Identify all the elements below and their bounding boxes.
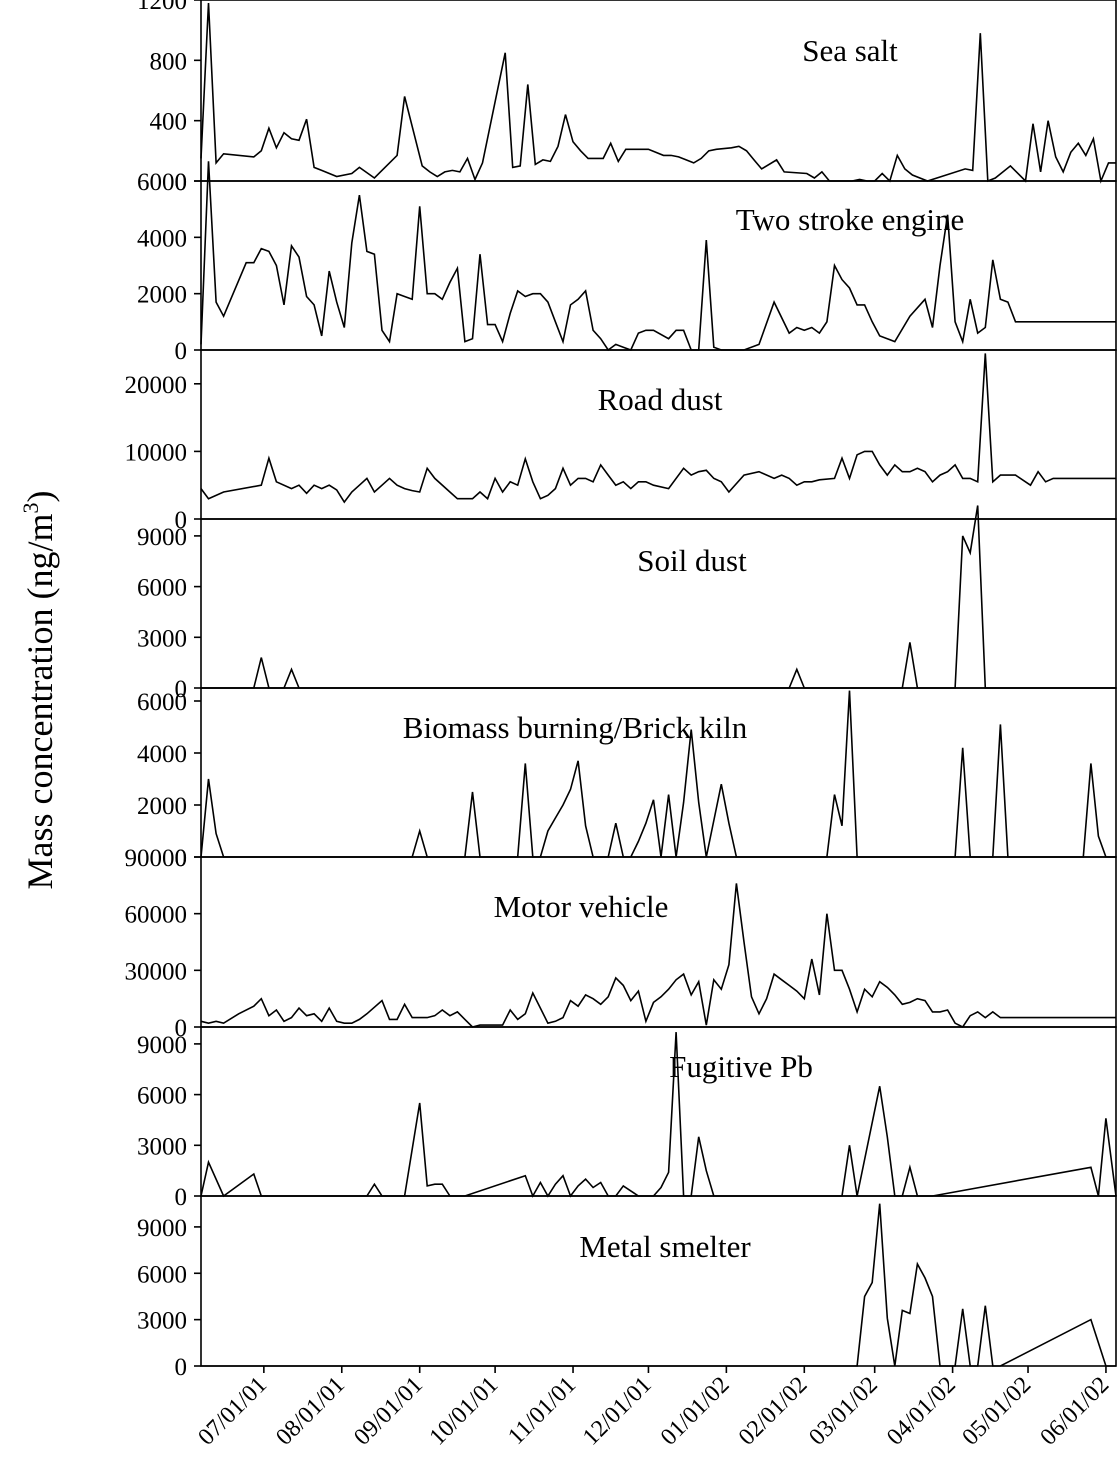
y-tick-label: 3000: [137, 1133, 187, 1160]
y-tick-label: 10000: [125, 439, 188, 466]
series-line-two-stroke-engine: [200, 161, 1116, 352]
series-line-fugitive-pb: [200, 1032, 1117, 1198]
panel-motor-vehicle: 0 30000 60000 90000 Motor vehicle: [125, 845, 1117, 1042]
y-tick-label: 0: [175, 1184, 188, 1211]
y-tick-label: 9000: [137, 1032, 187, 1059]
panel-fugitive-pb: 0 3000 6000 9000 Fugitive Pb: [137, 1026, 1117, 1211]
panel-title-road-dust: Road dust: [598, 382, 723, 417]
y-axis-label-sup: 3: [18, 503, 43, 514]
y-tick-label: 90000: [125, 845, 188, 872]
x-tick-label: 09/01/01: [349, 1372, 428, 1451]
panel-two-stroke-engine: 0 2000 4000 6000 Two stroke engine: [137, 161, 1117, 365]
x-tick-label: 02/01/02: [734, 1372, 813, 1451]
panel-title-biomass-burning-brick-kiln: Biomass burning/Brick kiln: [403, 710, 748, 745]
panels: 0 400 800 1200 Sea salt 0 2000 4000 6000 Two stro…: [125, 0, 1117, 1381]
x-tick-label: 01/01/02: [656, 1372, 735, 1451]
panel-title-metal-smelter: Metal smelter: [579, 1229, 751, 1264]
panel-title-motor-vehicle: Motor vehicle: [494, 889, 669, 924]
series-line-road-dust: [200, 353, 1116, 504]
y-tick-label: 4000: [137, 225, 187, 252]
y-tick-label: 6000: [137, 689, 187, 716]
panel-soil-dust: 0 3000 6000 9000 Soil dust: [137, 505, 1117, 703]
y-tick-label: 9000: [137, 524, 187, 551]
x-tick-label: 08/01/01: [271, 1372, 350, 1451]
x-tick-label: 12/01/01: [578, 1372, 657, 1451]
x-tick-label: 07/01/01: [193, 1372, 272, 1451]
panel-road-dust: 0 10000 20000 Road dust: [125, 349, 1117, 534]
series-line-metal-smelter: [201, 1203, 1116, 1367]
y-tick-label: 0: [175, 1354, 188, 1381]
y-tick-label: 800: [150, 48, 188, 75]
y-tick-label: 400: [150, 109, 188, 136]
panel-frame: [200, 1026, 1117, 1197]
panel-frame: [200, 180, 1117, 351]
panel-title-sea-salt: Sea salt: [802, 33, 898, 68]
y-tick-label: 1200: [137, 0, 187, 15]
x-tick-label: 03/01/02: [804, 1372, 883, 1451]
y-tick-label: 30000: [125, 958, 188, 985]
panel-frame: [200, 856, 1117, 1028]
y-tick-label: 0: [175, 1015, 188, 1042]
y-tick-label: 9000: [137, 1215, 187, 1242]
y-tick-label: 0: [175, 507, 188, 534]
y-axis-label: Mass concentration (ng/m3): [18, 491, 60, 890]
panel-frame: [200, 1195, 1117, 1367]
y-tick-label: 0: [175, 169, 188, 196]
y-tick-label: 0: [175, 845, 188, 872]
y-tick-label: 0: [175, 676, 188, 703]
series-line-motor-vehicle: [200, 883, 1116, 1029]
panel-title-soil-dust: Soil dust: [637, 543, 747, 578]
y-tick-label: 60000: [125, 902, 188, 929]
y-tick-label: 2000: [137, 793, 187, 820]
y-tick-label: 0: [175, 338, 188, 365]
y-axis-label-close: ): [20, 491, 60, 503]
y-tick-label: 20000: [125, 372, 188, 399]
series-line-soil-dust: [201, 505, 1116, 689]
x-tick-label: 10/01/01: [425, 1372, 504, 1451]
y-tick-label: 3000: [137, 1308, 187, 1335]
series-line-sea-salt: [200, 2, 1116, 184]
y-tick-label: 4000: [137, 741, 187, 768]
panel-title-two-stroke-engine: Two stroke engine: [736, 202, 965, 237]
y-tick-label: 3000: [137, 625, 187, 652]
x-tick-label: 06/01/02: [1035, 1372, 1114, 1451]
x-tick-label: 05/01/02: [958, 1372, 1037, 1451]
x-tick-label: 11/01/01: [503, 1372, 581, 1450]
panel-title-fugitive-pb: Fugitive Pb: [669, 1049, 813, 1084]
y-axis-label-main: Mass concentration (ng/m: [20, 514, 60, 890]
y-tick-label: 6000: [137, 1261, 187, 1288]
y-tick-label: 2000: [137, 282, 187, 309]
panel-biomass-burning-brick-kiln: 0 2000 4000 6000 Biomass burning/Brick kiln: [137, 687, 1117, 872]
y-tick-label: 6000: [137, 169, 187, 196]
y-tick-label: 6000: [137, 575, 187, 602]
y-tick-label: 6000: [137, 1083, 187, 1110]
panel-metal-smelter: 0 3000 6000 9000 Metal smelter: [137, 1195, 1117, 1381]
x-tick-label: 04/01/02: [882, 1372, 961, 1451]
panel-sea-salt: 0 400 800 1200 Sea salt: [137, 0, 1117, 196]
